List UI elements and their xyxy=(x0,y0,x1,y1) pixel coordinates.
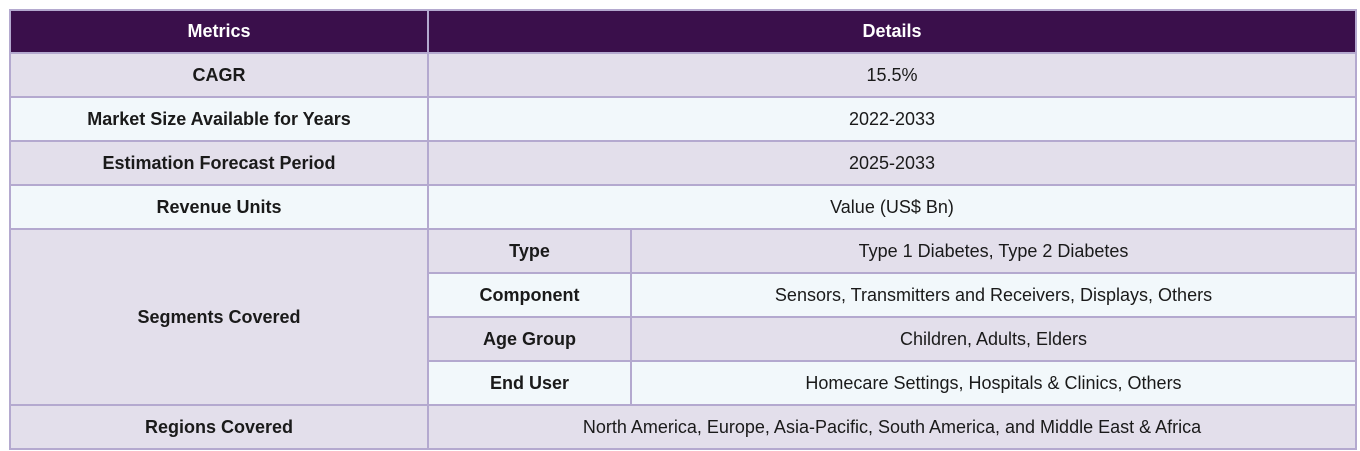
segment-value-cell: Homecare Settings, Hospitals & Clinics, … xyxy=(630,360,1357,406)
table-row: CAGR 15.5% xyxy=(9,52,1357,98)
metric-cell: Revenue Units xyxy=(9,184,429,230)
segments-covered-label: Segments Covered xyxy=(9,228,429,406)
table-header-row: Metrics Details xyxy=(9,9,1357,54)
detail-cell: Value (US$ Bn) xyxy=(427,184,1357,230)
segment-name-cell: Component xyxy=(427,272,632,318)
segment-value-cell: Children, Adults, Elders xyxy=(630,316,1357,362)
segment-value-cell: Type 1 Diabetes, Type 2 Diabetes xyxy=(630,228,1357,274)
segment-name-cell: End User xyxy=(427,360,632,406)
segment-value-cell: Sensors, Transmitters and Receivers, Dis… xyxy=(630,272,1357,318)
detail-cell: 15.5% xyxy=(427,52,1357,98)
report-scope-table-container: Metrics Details CAGR 15.5% Market Size A… xyxy=(9,9,1357,450)
detail-cell: 2025-2033 xyxy=(427,140,1357,186)
table-row: Market Size Available for Years 2022-203… xyxy=(9,96,1357,142)
regions-covered-value: North America, Europe, Asia-Pacific, Sou… xyxy=(427,404,1357,450)
header-metrics: Metrics xyxy=(9,9,429,54)
segment-row: Age Group Children, Adults, Elders xyxy=(10,316,1357,362)
header-details: Details xyxy=(427,9,1357,54)
table-row: Regions Covered North America, Europe, A… xyxy=(9,404,1357,450)
metric-cell: Estimation Forecast Period xyxy=(9,140,429,186)
table-row: Revenue Units Value (US$ Bn) xyxy=(9,184,1357,230)
regions-covered-label: Regions Covered xyxy=(9,404,429,450)
segment-row: End User Homecare Settings, Hospitals & … xyxy=(10,360,1357,406)
detail-cell: 2022-2033 xyxy=(427,96,1357,142)
segment-name-cell: Age Group xyxy=(427,316,632,362)
segment-name-cell: Type xyxy=(427,228,632,274)
metric-cell: Market Size Available for Years xyxy=(9,96,429,142)
segment-row: Segments Covered Type Type 1 Diabetes, T… xyxy=(9,228,1357,406)
segment-row: Component Sensors, Transmitters and Rece… xyxy=(10,272,1357,318)
metric-cell: CAGR xyxy=(9,52,429,98)
report-scope-table: Metrics Details CAGR 15.5% Market Size A… xyxy=(9,9,1357,450)
table-row: Estimation Forecast Period 2025-2033 xyxy=(9,140,1357,186)
